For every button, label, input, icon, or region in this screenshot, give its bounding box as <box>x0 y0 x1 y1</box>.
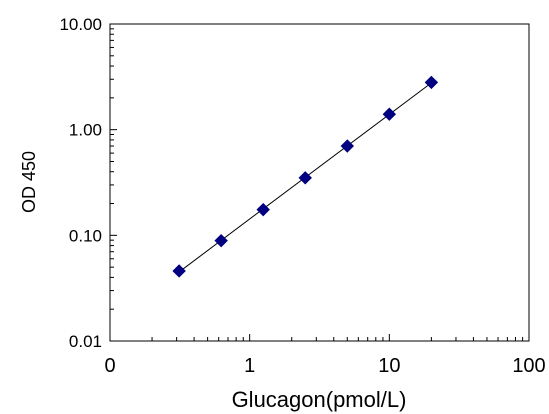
y-tick-label: 0.10 <box>69 226 102 245</box>
x-tick-label: 1 <box>244 355 255 377</box>
y-axis-ticks: 0.01 0.10 1.00 10.00 <box>59 15 117 351</box>
plot-area <box>109 23 530 342</box>
data-point <box>256 202 270 217</box>
y-tick-label: 1.00 <box>69 121 102 140</box>
x-tick-label: 0 <box>104 355 115 377</box>
x-tick-label: 10 <box>378 355 400 377</box>
data-point <box>172 264 186 278</box>
x-axis-ticks: 0 1 10 100 <box>104 334 546 377</box>
x-axis-label: Glucagon(pmol/L) <box>232 387 407 412</box>
y-tick-label: 0.01 <box>69 332 102 351</box>
y-axis-label: OD 450 <box>19 151 39 213</box>
data-point <box>424 75 439 90</box>
data-point <box>340 139 354 153</box>
data-point <box>298 171 312 185</box>
data-point <box>214 233 228 248</box>
data-point <box>382 107 397 121</box>
minor-ticks <box>110 28 524 341</box>
y-tick-label: 10.00 <box>59 15 102 34</box>
data-points <box>172 75 439 278</box>
x-tick-label: 100 <box>512 355 545 377</box>
